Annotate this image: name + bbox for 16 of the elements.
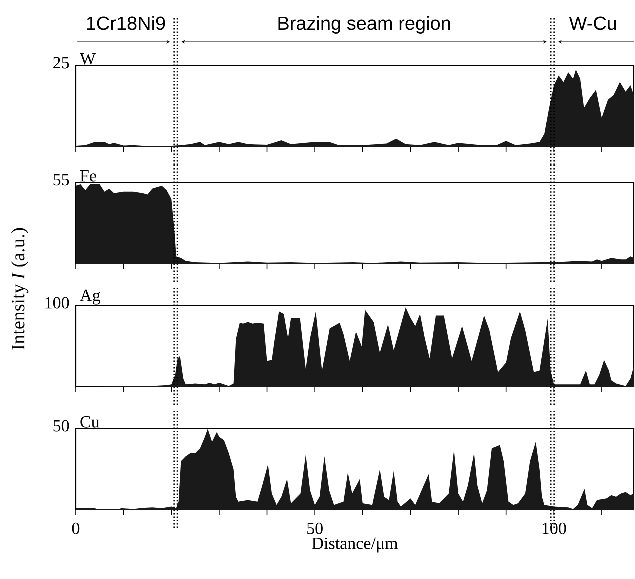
y-tick-label: 50 <box>54 420 70 432</box>
x-axis-title: Distance/μm <box>312 538 398 553</box>
y-tick-label: 25 <box>54 57 70 69</box>
text: W <box>80 53 96 65</box>
text: Cu <box>80 416 100 428</box>
text: W-Cu <box>569 16 616 30</box>
text: Brazing seam region <box>278 16 450 34</box>
y-tick-label: 55 <box>54 174 70 186</box>
x-tick-label: 50 <box>308 522 323 534</box>
series-label: Fe <box>80 170 96 182</box>
text: Ag <box>80 290 100 305</box>
y-axis-title: Intensity I (a.u.) <box>11 228 29 350</box>
x-tick-label: 0 <box>72 522 80 534</box>
x-tick-label: 100 <box>542 522 566 534</box>
y-tick-label: 100 <box>46 297 70 309</box>
text: 1Cr18Ni9 <box>87 16 166 30</box>
